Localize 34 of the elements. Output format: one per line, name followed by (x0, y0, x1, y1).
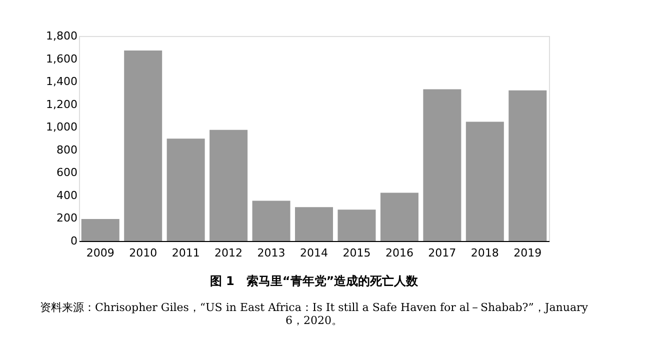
x-tick-label: 2016 (385, 246, 414, 260)
bar (252, 200, 290, 241)
y-tick-label: 0 (70, 234, 78, 248)
y-tick-label: 1,600 (46, 52, 78, 66)
text: 图 1 索马里“青年党”造成的死亡人数 (210, 274, 420, 288)
y-tick-label: 800 (56, 143, 78, 156)
x-tick-label: 2010 (129, 246, 158, 260)
y-tick-label: 1,000 (46, 120, 78, 134)
x-tick-label: 2018 (470, 246, 499, 260)
x-tick-label: 2009 (86, 246, 114, 260)
bar (210, 130, 248, 241)
y-tick-label: 600 (56, 166, 78, 180)
x-tick-label: 2019 (514, 246, 542, 260)
x-tick-label: 2013 (257, 246, 286, 260)
bar (380, 192, 418, 241)
bar (338, 210, 376, 241)
bar (166, 138, 205, 241)
bar (124, 50, 162, 241)
y-tick-label: 400 (56, 188, 78, 202)
x-tick-label: 2012 (214, 246, 243, 260)
y-tick-label: 1,400 (46, 75, 78, 88)
bar (423, 89, 462, 241)
x-tick-label: 2014 (300, 246, 328, 260)
x-tick-label: 2011 (172, 246, 200, 260)
y-tick-label: 1,200 (46, 98, 78, 111)
x-tick-label: 2017 (428, 246, 456, 260)
bar (466, 122, 504, 241)
bar (295, 207, 333, 241)
text: 资料来源：Chrisopher Giles，“US in East Africa：Is It still a Safe Haven for al－Shabab?”，January 6，2020。 (40, 301, 589, 327)
bar (81, 219, 120, 241)
y-tick-label: 1,800 (46, 30, 78, 42)
x-tick-label: 2015 (342, 246, 371, 260)
y-tick-label: 200 (56, 212, 78, 225)
bar (508, 90, 547, 241)
